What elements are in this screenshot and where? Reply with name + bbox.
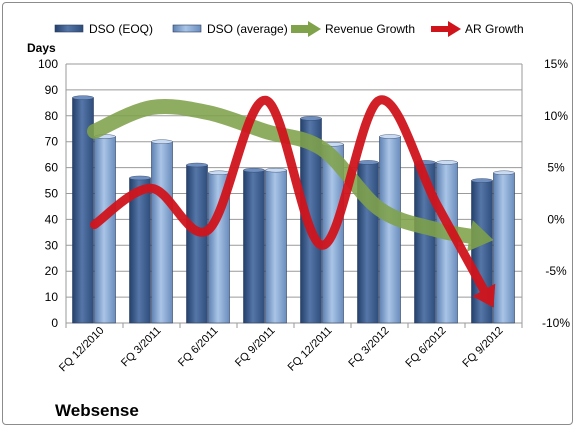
bar xyxy=(493,170,515,324)
legend-item: DSO (EOQ) xyxy=(54,22,153,36)
x-tick-label: FQ 12/2010 xyxy=(57,325,107,375)
x-tick-label: FQ 6/2011 xyxy=(176,325,221,370)
bar xyxy=(94,134,116,324)
bar-top xyxy=(493,170,515,175)
chart-title: Websense xyxy=(55,401,139,420)
bar-top xyxy=(151,139,173,144)
legend-item: DSO (average) xyxy=(172,22,288,36)
y-tick-label: 70 xyxy=(45,135,59,149)
series-path xyxy=(90,95,492,300)
y-tick-label: 30 xyxy=(45,238,59,252)
series-arrowhead xyxy=(467,220,494,252)
y-tick-label: 20 xyxy=(45,264,59,278)
bar-top xyxy=(300,116,322,121)
y2-tick-label: 0% xyxy=(547,212,565,226)
legend-label: Revenue Growth xyxy=(325,22,415,36)
y-tick-label: 60 xyxy=(45,161,59,175)
x-axis-ticks: FQ 12/2010 FQ 3/2011 FQ 6/2011 FQ 9/2011 FQ … xyxy=(57,325,506,375)
legend-label: AR Growth xyxy=(465,22,524,36)
legend-item: Revenue Growth xyxy=(291,21,415,37)
bar xyxy=(265,167,287,324)
x-tick-label: FQ 9/2011 xyxy=(233,325,278,370)
bar xyxy=(186,162,208,324)
y-axis-label: Days xyxy=(27,41,56,55)
bar-body xyxy=(151,141,173,324)
y-tick-label: 100 xyxy=(38,57,58,71)
y2-tick-label: 5% xyxy=(547,161,565,175)
bar-top xyxy=(471,178,493,183)
bar xyxy=(414,160,436,324)
x-tick-label: FQ 9/2012 xyxy=(460,325,505,370)
bar-top xyxy=(379,134,401,139)
x-tick-label: FQ 6/2012 xyxy=(403,325,448,370)
bar-top xyxy=(357,160,379,165)
legend-arrow xyxy=(308,21,321,37)
bar-body xyxy=(186,164,208,324)
bar xyxy=(243,167,265,324)
y2-tick-label: 10% xyxy=(544,109,568,123)
y2-tick-label: 15% xyxy=(544,57,568,71)
bar xyxy=(379,134,401,324)
series-line xyxy=(87,98,494,252)
bar xyxy=(151,139,173,324)
y-tick-label: 10 xyxy=(45,290,59,304)
bar-top xyxy=(186,162,208,168)
y2-axis-ticks: -10% -5% 0% 5% 10% 15% xyxy=(542,57,570,330)
legend-label: DSO (EOQ) xyxy=(89,22,153,36)
bar-top xyxy=(243,167,265,173)
y2-tick-label: -10% xyxy=(542,316,570,330)
x-tick-label: FQ 3/2011 xyxy=(119,325,164,370)
y2-tick-label: -5% xyxy=(545,264,567,278)
legend-label: DSO (average) xyxy=(207,22,288,36)
dso-chart: DSO (EOQ) DSO (average) Revenue Growth AR G… xyxy=(27,21,570,420)
line-series xyxy=(87,95,496,308)
bar-series xyxy=(72,95,515,324)
y-axis-ticks: 0 10 20 30 40 50 60 70 80 90 100 xyxy=(38,57,58,330)
bar xyxy=(129,175,151,324)
bar-body xyxy=(243,169,265,324)
legend-arrow xyxy=(448,21,461,37)
plot-area xyxy=(65,63,523,328)
x-tick-label: FQ 12/2011 xyxy=(286,325,335,374)
y-tick-label: 80 xyxy=(45,109,59,123)
series-arrowhead xyxy=(472,283,496,308)
legend-item: AR Growth xyxy=(431,21,524,37)
series-line xyxy=(90,95,496,308)
bar-top xyxy=(265,167,287,173)
x-tick-label: FQ 3/2012 xyxy=(346,325,391,370)
bar-body xyxy=(94,136,116,324)
y-tick-label: 0 xyxy=(51,316,58,330)
bar-body xyxy=(265,169,287,324)
bar-body xyxy=(379,136,401,324)
y-tick-label: 40 xyxy=(45,212,59,226)
bar-top xyxy=(436,160,458,165)
legend-swatch xyxy=(172,24,202,33)
bar-top xyxy=(72,95,94,100)
bar-body xyxy=(493,172,515,324)
chart-legend: DSO (EOQ) DSO (average) Revenue Growth AR G… xyxy=(54,21,524,37)
legend-swatch xyxy=(54,24,84,33)
bar xyxy=(72,95,94,324)
bar-top xyxy=(208,170,230,175)
y-tick-label: 50 xyxy=(45,187,59,201)
y-tick-label: 90 xyxy=(45,83,59,97)
bar-top xyxy=(129,175,151,181)
series-path xyxy=(87,98,485,245)
